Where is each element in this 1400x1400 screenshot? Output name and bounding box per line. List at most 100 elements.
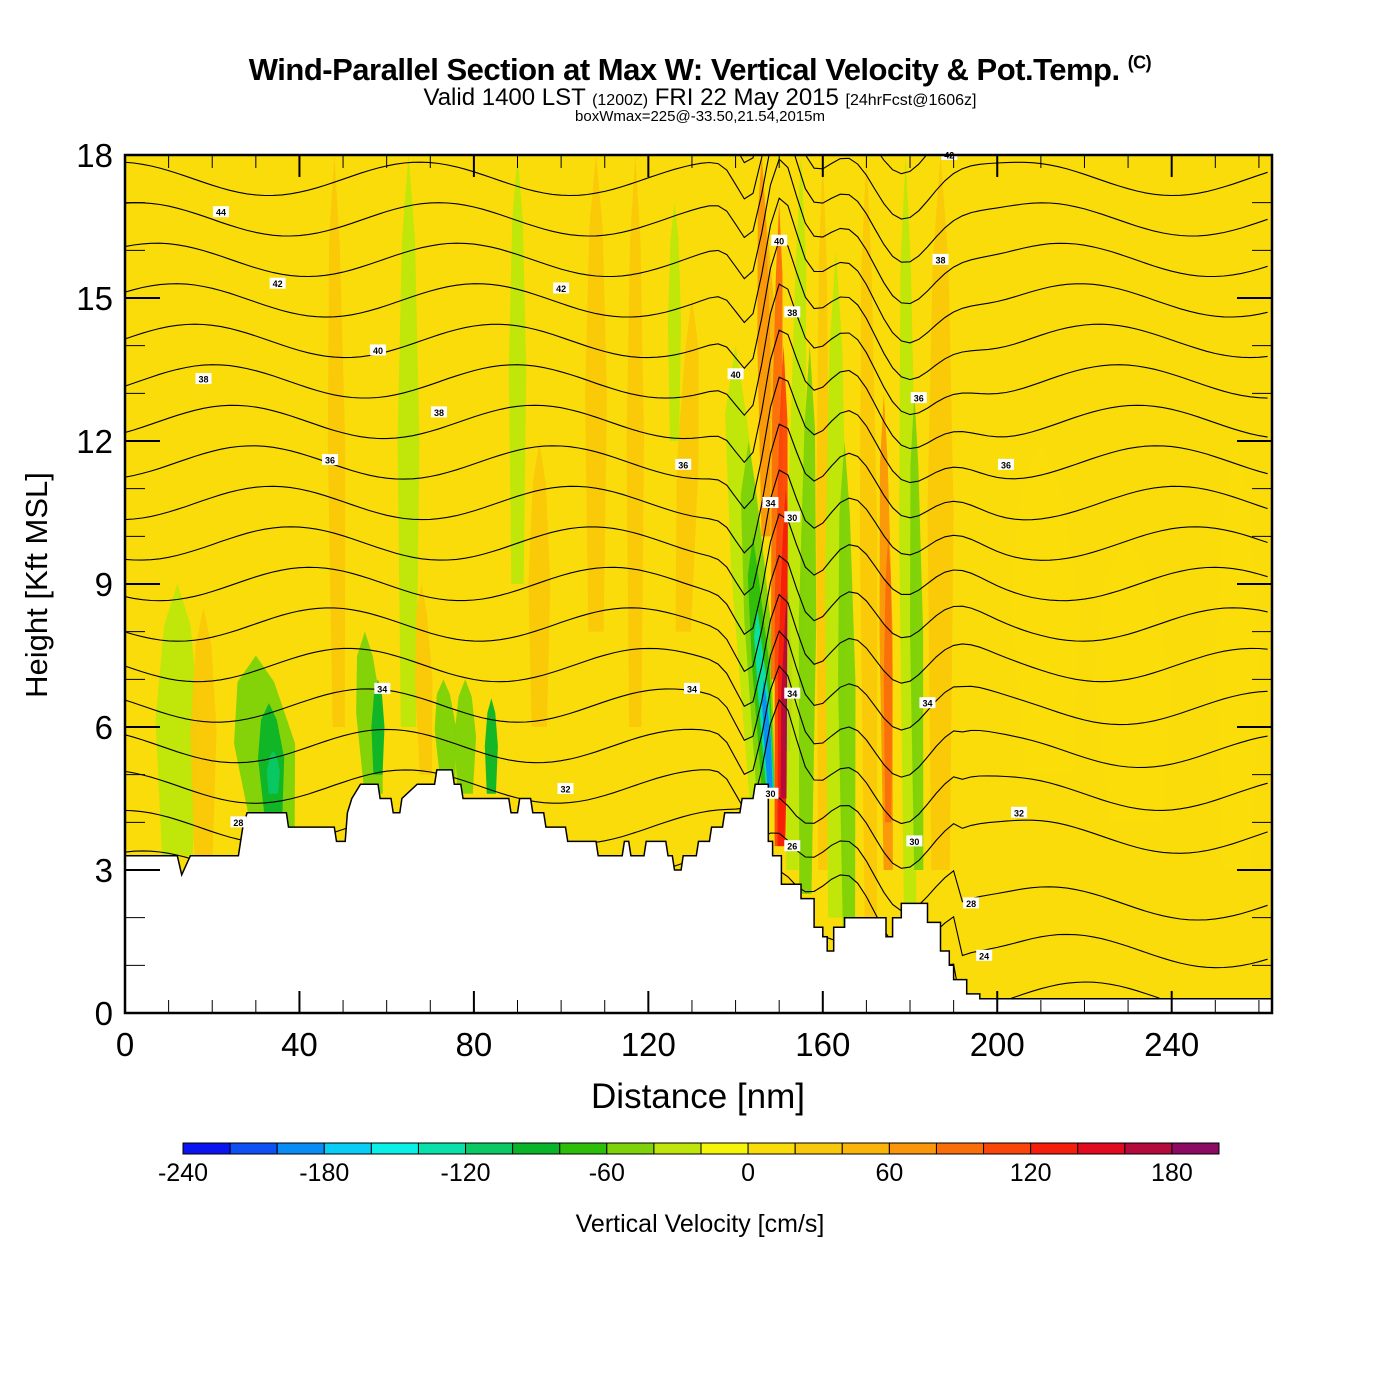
contour-label-box [230,816,247,828]
forecast-info: [24hrFcst@1606z] [845,92,977,109]
terrain [125,769,1272,1013]
velocity-cell [1093,536,1172,823]
velocity-cell [585,155,607,632]
isentrope-contour [125,593,1268,708]
velocity-cell [415,584,433,775]
contour-label: 40 [369,344,386,356]
colorbar-segment [700,1142,749,1155]
velocity-cell [761,679,773,794]
contour-label-text: 34 [787,689,797,699]
y-tick-label: 0 [95,995,113,1032]
valid-time: Valid 1400 LST [423,84,586,111]
contour-label-text: 34 [765,498,775,508]
colorbar-tick-label: 120 [1010,1159,1052,1187]
x-tick-label: 80 [456,1026,493,1063]
velocity-cell [397,155,420,727]
velocity-cell [190,607,217,856]
isentrope-contour [125,554,1268,673]
contour-label: 34 [374,682,391,694]
colorbar-segment [747,1142,796,1155]
isentrope-contour [125,283,1268,417]
colorbar-tick-label: -60 [589,1159,625,1187]
velocity-cell [327,155,346,727]
velocity-cell [1215,441,1259,870]
contour-label-box [910,392,927,404]
contour-label-box [976,949,993,961]
colorbar-segment [276,1142,325,1155]
isentrope-contour [125,698,1268,825]
colorbar-segment [229,1142,278,1155]
velocity-cell [626,155,644,727]
chart-title-text: Wind-Parallel Section at Max W: Vertical… [248,52,1120,87]
velocity-cell [798,345,817,894]
contour-label-box [919,697,936,709]
contour-labels: 44 42 42 40 38 38 36 36 36 34 34 34 34 32 32 30 30 28 28 26… [195,149,1028,961]
contour-label-text: 26 [787,842,797,852]
contour-label-box [269,277,286,289]
isentrope-contour [125,664,1268,778]
isentrope-contour [125,469,1268,596]
contour-label-box [369,344,386,356]
isentrope-contour [125,197,1268,344]
contour-label-text: 42 [273,279,283,289]
colorbar-segment [888,1142,937,1155]
contour-label-box [997,458,1014,470]
contour-label: 36 [910,392,927,404]
x-tick-label: 40 [281,1026,318,1063]
velocity-cell [371,679,385,775]
contour-label: 38 [932,253,949,265]
contour-label: 38 [195,373,212,385]
contour-label-box [675,458,692,470]
contour-label-text: 32 [1014,808,1024,818]
contour-label: 38 [431,406,448,418]
y-axis-label: Height [Kft MSL] [19,472,54,698]
colorbar-segment [512,1142,561,1155]
velocity-cell [528,441,551,727]
x-tick-label: 0 [116,1026,134,1063]
contour-label: 34 [683,682,700,694]
contour-label: 28 [230,816,247,828]
contour-label-box [906,835,923,847]
contour-label: 40 [727,368,744,380]
contour-label-text: 36 [678,460,688,470]
colorbar-tick-label: -180 [299,1159,349,1187]
contour-label-box [321,454,338,466]
contour-label: 30 [906,835,923,847]
colorbar-segment [1030,1142,1079,1155]
contour-label-text: 36 [914,394,924,404]
isentrope-contour [125,155,1268,263]
contour-label: 32 [1011,806,1028,818]
velocity-cell [454,679,477,794]
valid-date: FRI 22 May 2015 [654,84,839,111]
colorbar-segment [465,1142,514,1155]
velocity-cell [508,155,527,584]
x-tick-label: 200 [970,1026,1025,1063]
contour-label: 34 [919,697,936,709]
chart-subtitle: Valid 1400 LST (1200Z) FRI 22 May 2015 [… [0,84,1400,112]
colorbar-segment [606,1142,655,1155]
contour-label-box [553,282,570,294]
colorbar-segment [417,1142,467,1155]
contour-label-box [784,687,801,699]
colorbar-segment [559,1142,608,1155]
contour-label-text: 34 [377,684,387,694]
contour-label: 36 [675,458,692,470]
contour-label-box [771,234,788,246]
isentrope-contour [125,423,1268,554]
contour-label: 26 [784,840,801,852]
velocity-cell [1010,441,1081,775]
contour-label-box [727,368,744,380]
colorbar-segment [1124,1142,1173,1155]
contour-label-text: 28 [966,899,976,909]
colorbar-tick-label: 180 [1151,1159,1193,1187]
contour-label-box [431,406,448,418]
contour-label-text: 40 [774,236,784,246]
x-tick-label: 120 [621,1026,676,1063]
contour-label-box [557,782,574,794]
colorbar-tick-label: -120 [441,1159,491,1187]
isentrope-contour [125,376,1268,510]
velocity-cell [757,155,771,537]
chart-title: Wind-Parallel Section at Max W: Vertical… [0,52,1400,88]
colorbar: -240 -180 -120 -60 0 60 120 180 [158,1142,1220,1187]
contour-label-box [784,840,801,852]
